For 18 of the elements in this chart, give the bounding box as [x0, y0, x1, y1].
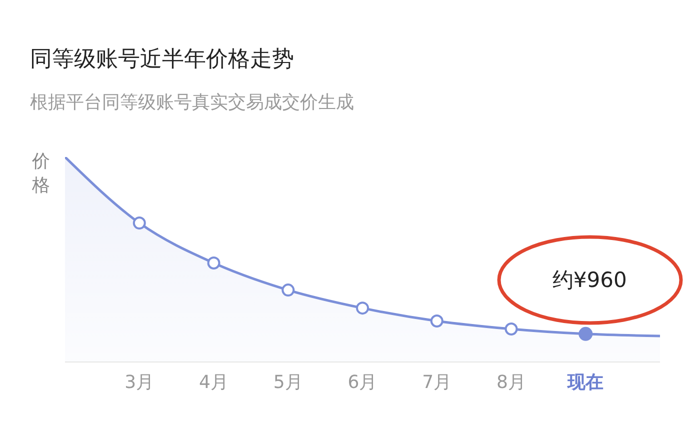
x-tick-label: 7月	[422, 372, 452, 393]
point	[356, 302, 369, 315]
x-tick-label: 6月	[348, 372, 378, 393]
point	[430, 314, 444, 328]
x-tick-label: 8月	[496, 372, 526, 393]
point	[132, 216, 146, 230]
y-axis-title: 价格	[31, 150, 51, 198]
chart-subtitle: 根据平台同等级账号真实交易成交价生成	[30, 91, 354, 114]
annotation: 约¥960	[551, 266, 628, 294]
x-tick-label: 4月	[199, 372, 228, 393]
point	[282, 284, 295, 297]
point	[578, 326, 593, 341]
point	[207, 256, 220, 270]
chart-title: 同等级账号近半年价格走势	[30, 46, 294, 74]
x-tick-label: 5月	[273, 372, 303, 393]
x-tick-label: 现在	[566, 372, 604, 393]
x-tick-label: 3月	[124, 372, 154, 393]
point	[504, 322, 518, 336]
